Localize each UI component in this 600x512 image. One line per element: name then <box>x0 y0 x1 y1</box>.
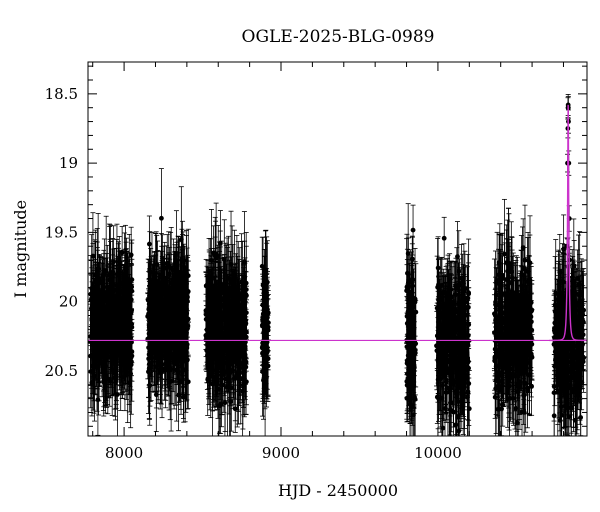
chart-title: OGLE-2025-BLG-0989 <box>242 27 435 47</box>
data-point-s1-377 <box>159 215 164 221</box>
data-point-s0-407 <box>117 341 123 346</box>
data-point-s1-409 <box>174 331 180 337</box>
data-point-s1-407 <box>167 366 173 371</box>
data-point-s0-287 <box>110 269 116 275</box>
data-point-s2-402 <box>213 335 219 341</box>
data-point-s2-377 <box>242 259 247 264</box>
data-point-s0-417 <box>94 297 100 303</box>
data-point-s2-335 <box>234 301 239 307</box>
data-point-s2-392 <box>219 343 225 349</box>
data-point-s0-414 <box>90 342 95 348</box>
data-point-s1-415 <box>180 303 186 309</box>
data-point-s0-416 <box>124 330 130 336</box>
data-point-s0-400 <box>125 351 130 357</box>
data-point-s0-378 <box>110 328 116 334</box>
data-point-s0-359 <box>97 325 103 331</box>
data-point-s1-281 <box>178 236 184 242</box>
data-point-s0-344 <box>98 342 104 348</box>
data-point-s0-367 <box>127 342 133 348</box>
data-point-s0-415 <box>102 305 108 311</box>
data-point-s2-403 <box>203 283 209 289</box>
data-point-s0-413 <box>129 284 134 290</box>
data-point-s2-331 <box>224 288 230 294</box>
data-point-s0-381 <box>90 379 96 385</box>
data-point-s1-405 <box>182 311 188 317</box>
data-point-s0-385 <box>111 370 116 376</box>
data-point-s1-393 <box>146 369 151 375</box>
data-point-s2-298 <box>211 250 216 256</box>
data-point-s2-408 <box>238 361 243 367</box>
data-point-s1-394 <box>172 353 178 359</box>
data-point-s1-387 <box>162 367 168 373</box>
data-point-s0-393 <box>122 315 127 321</box>
data-point-s1-392 <box>180 271 186 277</box>
data-point-s0-418 <box>119 289 125 295</box>
data-point-s0-419 <box>111 319 117 325</box>
data-point-s2-337 <box>219 365 225 371</box>
data-point-s2-407 <box>208 291 214 297</box>
data-point-s1-411 <box>146 352 152 357</box>
data-point-s1-398 <box>170 341 175 347</box>
data-point-s1-414 <box>152 316 158 322</box>
data-points-layer <box>88 94 587 436</box>
data-point-s1-329 <box>167 295 173 301</box>
data-point-s0-390 <box>114 331 120 337</box>
data-point-s2-393 <box>224 355 230 361</box>
data-point-s0-370 <box>97 358 103 363</box>
data-point-s2-400 <box>218 401 223 407</box>
data-point-s2-370 <box>240 382 246 388</box>
data-point-s2-404 <box>225 306 230 312</box>
data-point-s1-410 <box>166 353 172 358</box>
data-point-s0-409 <box>94 341 100 347</box>
data-point-s1-416 <box>148 296 154 302</box>
data-point-s0-154 <box>128 252 134 258</box>
data-point-s2-379 <box>220 317 226 323</box>
data-point-s2-362 <box>227 362 233 368</box>
data-point-s0-379 <box>115 392 120 397</box>
data-point-s1-419 <box>158 313 164 319</box>
data-point-s0-14 <box>95 397 101 403</box>
data-point-s1-391 <box>153 354 159 360</box>
data-point-s1-402 <box>178 320 184 326</box>
data-point-s0-380 <box>105 311 111 317</box>
data-point-s2-397 <box>223 343 229 349</box>
data-point-s2-359 <box>215 253 221 259</box>
data-point-s1-384 <box>174 296 180 302</box>
data-point-s1-412 <box>184 294 190 300</box>
data-point-s2-356 <box>206 296 212 301</box>
data-point-s1-219 <box>183 258 189 263</box>
data-point-s2-401 <box>217 274 223 280</box>
data-point-s2-387 <box>209 320 214 326</box>
data-point-s0-395 <box>118 332 124 338</box>
data-point-s0-358 <box>113 305 119 311</box>
data-point-s1-376 <box>158 369 164 375</box>
data-point-s1-386 <box>153 392 159 398</box>
data-point-s0-387 <box>96 303 102 309</box>
data-point-s0-349 <box>128 335 134 341</box>
data-point-s1-243 <box>170 267 176 273</box>
data-point-s1-369 <box>146 241 152 247</box>
data-point-s0-394 <box>129 353 135 359</box>
data-point-s0-411 <box>123 281 129 287</box>
data-point-s1-278 <box>176 392 181 398</box>
data-point-s1-417 <box>161 300 166 306</box>
